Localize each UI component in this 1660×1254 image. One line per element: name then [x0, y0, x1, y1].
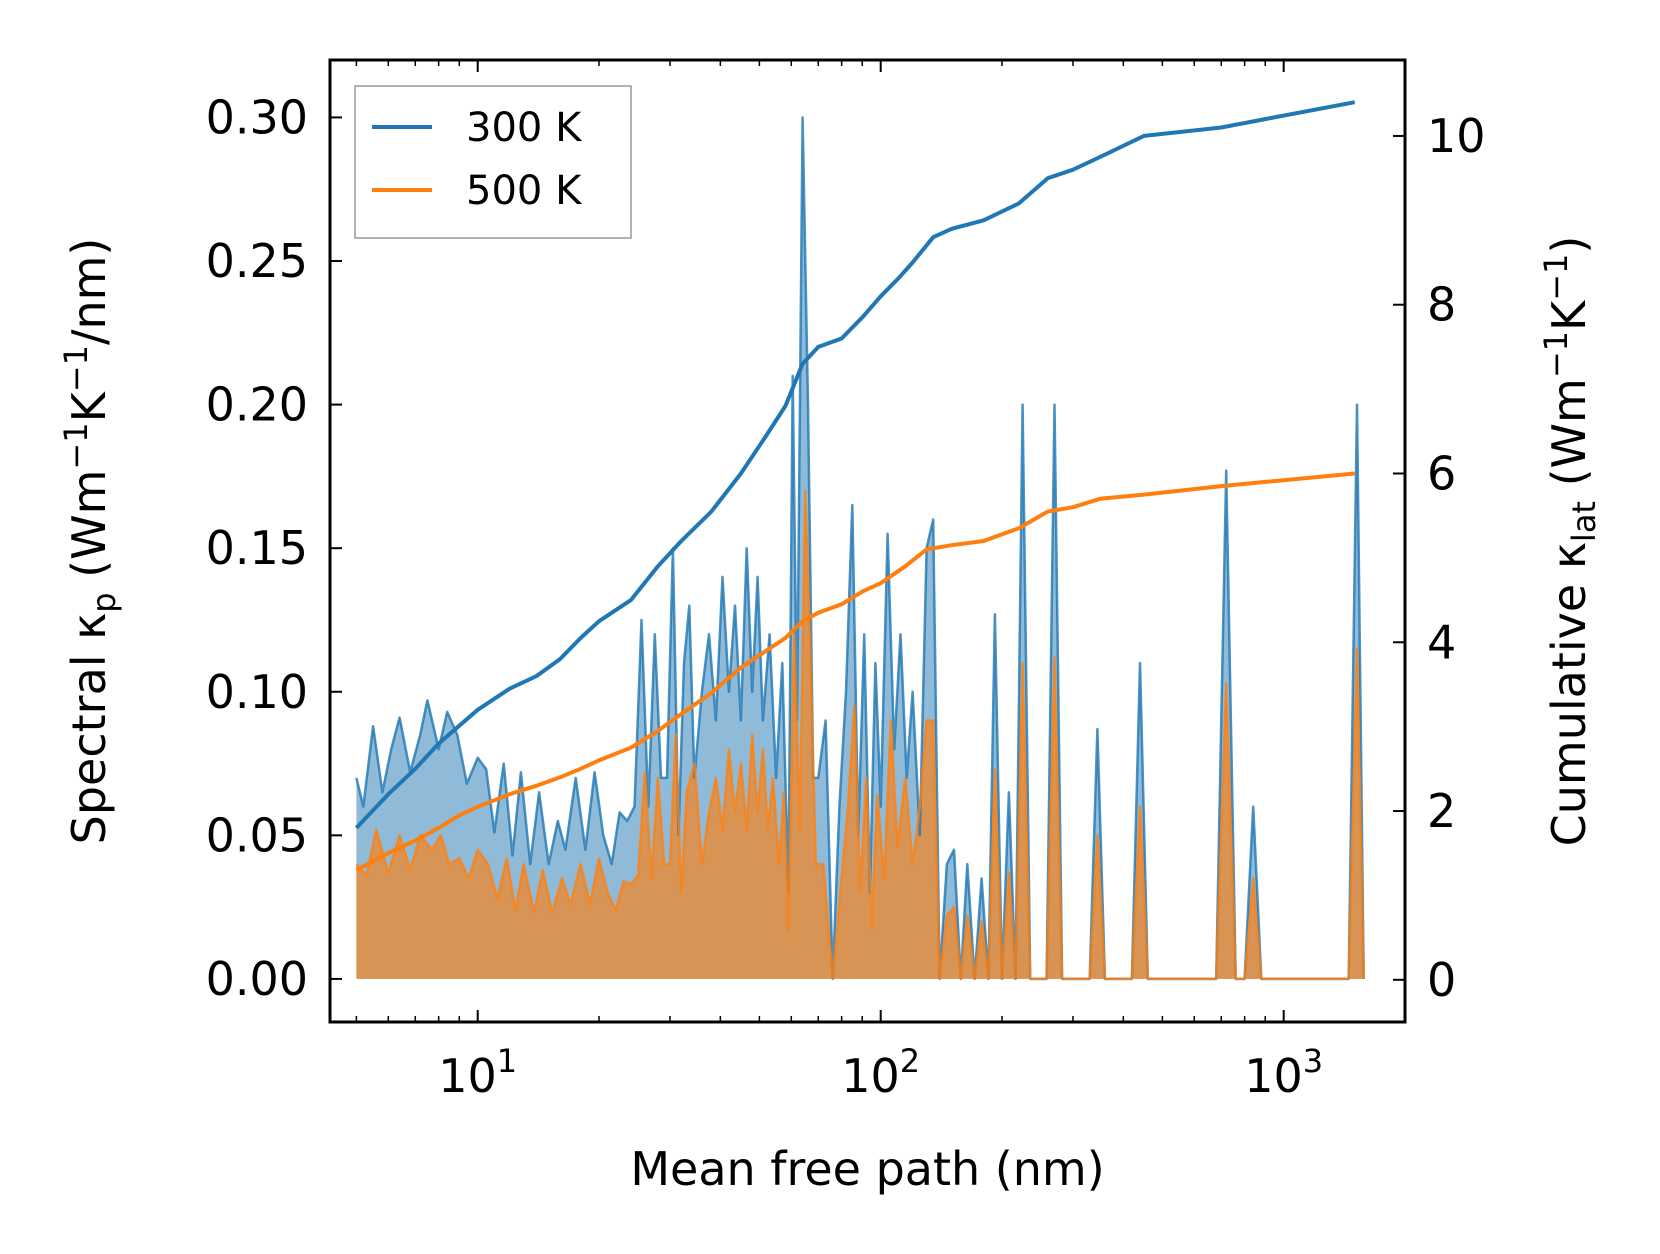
y2-axis-label-k: K: [1542, 299, 1596, 331]
x-tick-label-base: 10: [841, 1049, 900, 1103]
y-axis-label-units-close: /nm): [62, 238, 116, 345]
y-tick-label: 0.00: [206, 952, 308, 1006]
x-axis-label: Mean free path (nm): [630, 1142, 1104, 1196]
y2-tick-label: 8: [1427, 278, 1456, 332]
y-axis-label-superscript-1: −1: [57, 422, 95, 469]
x-tick-label-exponent: 3: [1303, 1042, 1323, 1080]
y-axis-label: Spectral κp (Wm−1K−1/nm): [57, 238, 123, 845]
tick-layer: 101 102 1030.000.050.100.150.200.250.30024…: [206, 60, 1486, 1103]
spectral-line-layer: [355, 116, 1365, 981]
x-tick-label-exponent: 2: [900, 1042, 920, 1080]
y-axis-label-subscript: p: [85, 592, 123, 612]
plot-frame: [328, 58, 1407, 1024]
legend-label-500k: 500 K: [466, 168, 583, 214]
y2-tick-label: 4: [1427, 615, 1456, 669]
x-tick-label: 102: [841, 1042, 920, 1103]
legend-box: [354, 85, 632, 239]
y2-tick-label: 0: [1427, 953, 1456, 1007]
y-tick-label: 0.30: [206, 90, 308, 144]
spectral-area-500k: [356, 490, 1364, 979]
y-tick-label: 0.15: [206, 521, 308, 575]
y-tick-label: 0.20: [206, 378, 308, 432]
y-tick-label: 0.10: [206, 665, 308, 719]
y2-axis-label-superscript-2: −1: [1537, 254, 1575, 301]
spectral-line-500k: [355, 489, 1365, 981]
y2-tick-label: 10: [1427, 109, 1486, 163]
cumulative-line-layer: [354, 100, 1356, 872]
y2-axis-label-superscript-1: −1: [1537, 331, 1575, 378]
y-axis-label-superscript-2: −1: [57, 345, 95, 392]
y2-tick-label: 6: [1427, 446, 1456, 500]
x-tick-label: 101: [438, 1042, 517, 1103]
y-axis-label-prefix: Spectral κ: [62, 613, 116, 845]
y-tick-label: 0.25: [206, 234, 308, 288]
x-tick-label: 103: [1244, 1042, 1323, 1103]
legend-label-300k: 300 K: [466, 105, 583, 151]
x-tick-label-exponent: 1: [497, 1042, 517, 1080]
y2-tick-label: 2: [1427, 784, 1456, 838]
cumulative-line-500k: [355, 471, 1355, 872]
y2-axis-label: Cumulative κlat (Wm−1K−1): [1537, 236, 1603, 847]
legend: 300 K 500 K: [354, 85, 632, 239]
y-tick-label: 0.05: [206, 808, 308, 862]
y2-axis-label-units-close: ): [1542, 236, 1596, 254]
cumulative-line-300k: [354, 100, 1356, 830]
y-axis-label-units: (Wm: [62, 470, 116, 593]
y-axis-label-k: K: [62, 390, 116, 422]
y2-axis-label-subscript: lat: [1565, 501, 1603, 542]
y2-axis-label-units: (Wm: [1542, 378, 1596, 501]
y2-axis-label-prefix: Cumulative κ: [1542, 542, 1596, 846]
x-tick-label-base: 10: [1244, 1049, 1303, 1103]
x-tick-label-base: 10: [438, 1049, 497, 1103]
